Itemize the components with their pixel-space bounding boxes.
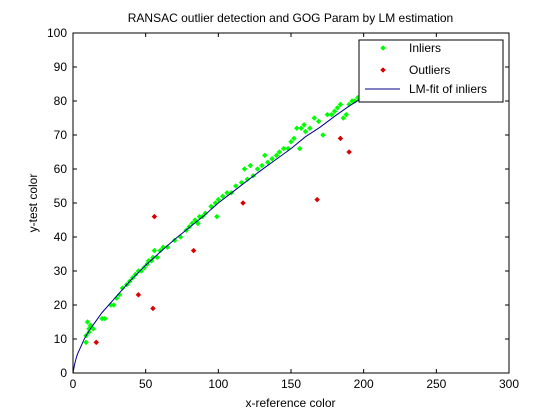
inlier-point: [320, 132, 326, 138]
inlier-point: [264, 159, 271, 166]
inlier-point: [331, 108, 338, 115]
outlier-point: [151, 213, 158, 220]
inlier-point: [83, 339, 89, 346]
inlier-point: [288, 138, 294, 145]
outlier-point: [93, 339, 100, 346]
inlier-point: [164, 244, 171, 251]
y-tick-label: 80: [54, 94, 68, 108]
inlier-point: [241, 166, 248, 172]
inlier-point: [151, 247, 158, 254]
outlier-point: [337, 135, 344, 142]
x-tick-label: 200: [354, 377, 374, 391]
y-tick-label: 60: [54, 162, 68, 176]
inlier-point: [232, 183, 239, 189]
y-tick-label: 70: [54, 128, 68, 142]
inlier-point: [202, 210, 209, 217]
y-tick-label: 90: [54, 60, 68, 74]
legend-label: Outliers: [409, 63, 450, 77]
inlier-point: [324, 111, 331, 118]
x-tick-label: 300: [499, 377, 519, 391]
inlier-point: [261, 152, 268, 159]
inlier-point: [102, 315, 108, 322]
legend: Inliers Outliers LM-fit of inliers: [358, 39, 504, 103]
inlier-point: [293, 125, 300, 132]
inlier-point: [247, 162, 254, 169]
outlier-point: [346, 149, 352, 155]
y-tick-label: 30: [54, 264, 68, 278]
outlier-point: [150, 305, 156, 312]
inlier-point: [298, 125, 305, 132]
inlier-point: [84, 319, 91, 325]
chart-title: RANSAC outlier detection and GOG Param b…: [128, 11, 453, 25]
inlier-point: [138, 268, 145, 274]
inlier-point: [157, 247, 164, 254]
outlier-point: [314, 196, 321, 203]
inlier-point: [244, 176, 251, 183]
y-tick-label: 20: [54, 298, 68, 312]
inlier-point: [219, 193, 226, 200]
inlier-point: [171, 237, 178, 244]
inlier-point: [116, 291, 123, 298]
inlier-point: [340, 115, 347, 121]
x-tick-label: 100: [208, 377, 228, 391]
legend-marker-swatch: [380, 45, 386, 51]
inlier-point: [352, 98, 358, 104]
y-axis-label: y-test color: [26, 174, 40, 233]
outlier-point: [135, 291, 142, 298]
x-tick-label: 150: [281, 377, 301, 391]
inlier-point: [307, 125, 313, 132]
fit-line: [73, 96, 364, 373]
inlier-point: [291, 135, 297, 142]
inlier-point: [315, 118, 322, 125]
y-tick-label: 0: [60, 366, 67, 380]
x-axis-label: x-reference color: [245, 396, 335, 410]
inlier-point: [280, 145, 287, 152]
inlier-point: [301, 121, 307, 128]
y-tick-label: 50: [54, 196, 68, 210]
inlier-point: [311, 115, 318, 121]
y-tick-label: 100: [47, 26, 67, 40]
x-tick-label: 50: [139, 377, 153, 391]
outlier-point: [190, 247, 197, 254]
inlier-point: [224, 189, 230, 196]
x-tick-label: 0: [70, 377, 77, 391]
inlier-point: [328, 111, 335, 118]
inlier-point: [273, 152, 280, 159]
inlier-point: [269, 155, 275, 162]
inlier-point: [254, 166, 261, 172]
legend-marker-swatch: [380, 67, 386, 73]
y-tick-label: 40: [54, 230, 68, 244]
inlier-point: [141, 264, 148, 271]
outlier-point: [240, 200, 246, 206]
legend-label: LM-fit of inliers: [409, 82, 487, 96]
inlier-point: [215, 196, 222, 203]
x-tick-label: 250: [426, 377, 446, 391]
legend-label: Inliers: [409, 41, 441, 55]
y-tick-label: 10: [54, 332, 68, 346]
inlier-point: [296, 145, 303, 152]
inlier-point: [214, 213, 220, 220]
inlier-point: [90, 325, 97, 332]
inlier-point: [343, 111, 350, 118]
inlier-point: [259, 162, 265, 169]
inlier-point: [337, 101, 344, 108]
inlier-point: [334, 104, 341, 111]
inlier-point: [302, 128, 309, 135]
inlier-point: [110, 302, 117, 308]
inlier-point: [276, 149, 283, 155]
